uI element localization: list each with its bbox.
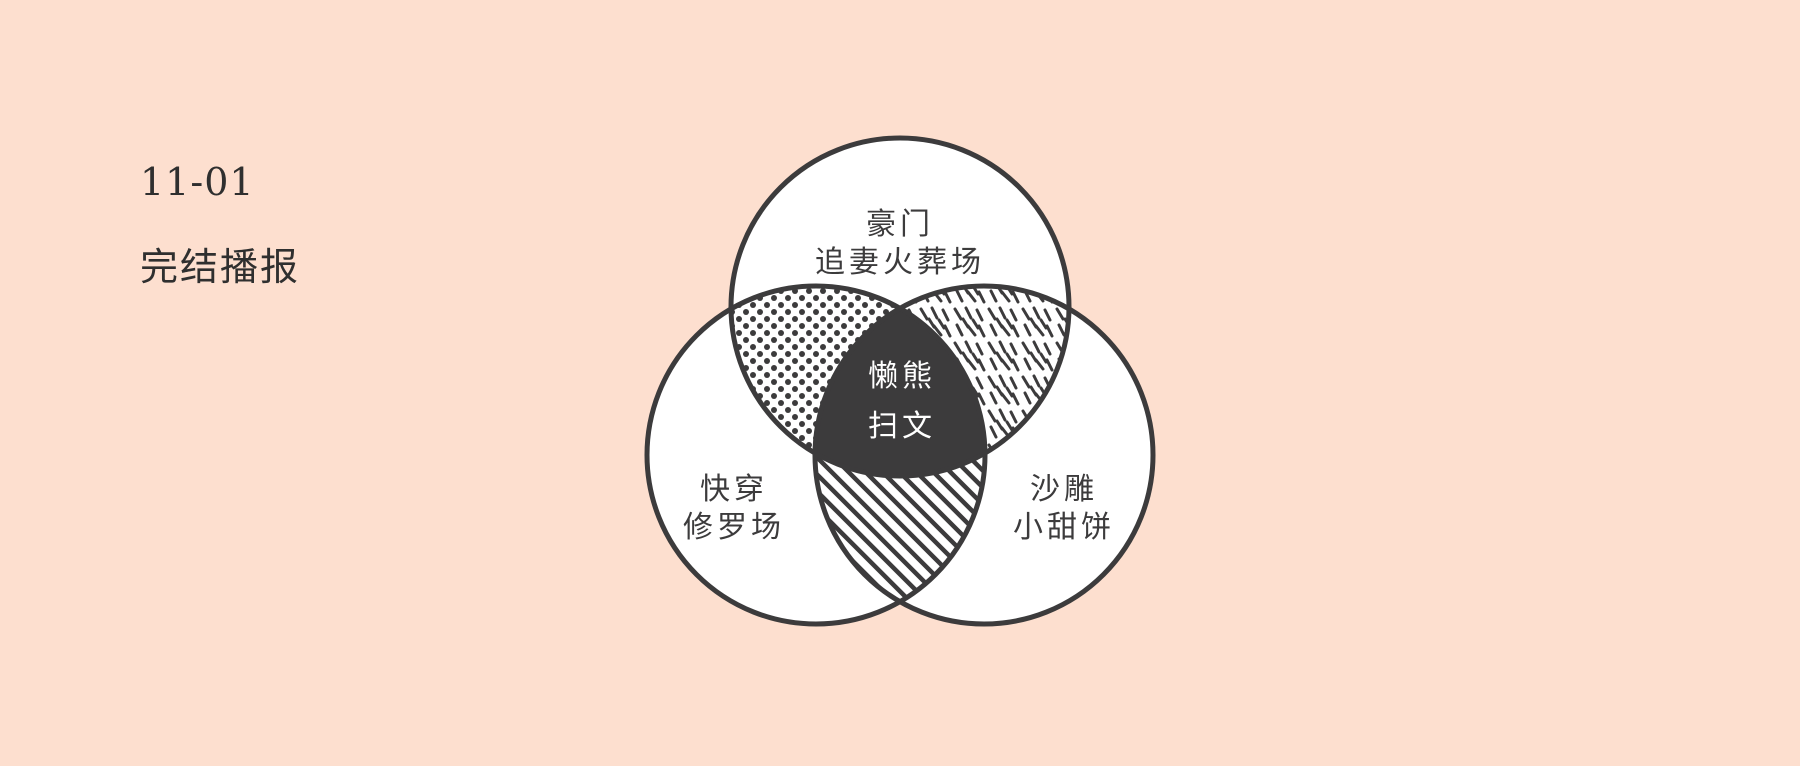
venn-top-label-2: 追妻火葬场	[815, 245, 985, 280]
venn-left-label-1: 快穿	[700, 472, 768, 507]
venn-center-label-2: 扫文	[868, 409, 936, 444]
venn-right-label-1: 沙雕	[1030, 472, 1098, 507]
venn-right-label-2: 小甜饼	[1013, 510, 1115, 545]
venn-circle-left	[644, 283, 988, 627]
venn-circle-right	[812, 283, 1156, 627]
venn-circle-outlines	[644, 135, 1156, 627]
venn-top-label-1: 豪门	[866, 207, 934, 242]
venn-center-label-1: 懒熊	[868, 359, 936, 394]
date-label: 11-01	[140, 160, 255, 204]
announcement-title: 完结播报	[140, 245, 301, 289]
venn-left-label-2: 修罗场	[683, 510, 785, 545]
